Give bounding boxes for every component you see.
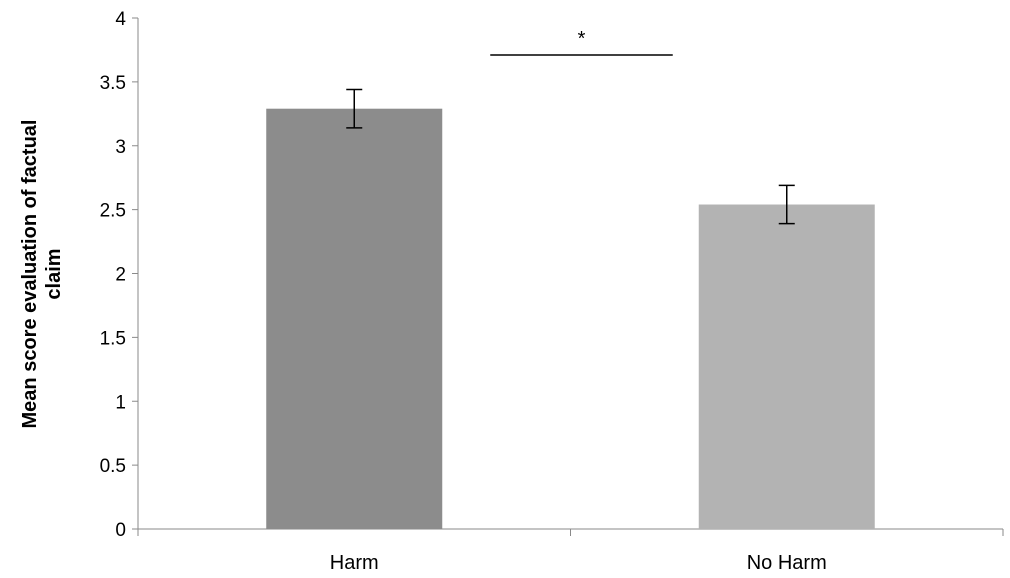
y-tick-label: 4 — [115, 9, 126, 30]
y-tick-label: 1 — [115, 392, 126, 413]
bar-harm — [266, 108, 443, 529]
error-bars — [346, 88, 795, 225]
y-axis-title-line-2: claim — [43, 248, 65, 299]
bar-no-harm — [698, 204, 875, 529]
significance-annotation: * — [490, 28, 673, 56]
significance-star: * — [578, 28, 586, 50]
y-tick-label: 2 — [115, 265, 126, 286]
x-tick-label: No Harm — [747, 552, 827, 574]
y-tick-label: 0 — [115, 520, 126, 541]
y-axis-title-line-1: Mean score evaluation of factual — [19, 120, 41, 429]
y-tick-label: 3 — [115, 137, 126, 158]
x-tick-label: Harm — [330, 552, 379, 574]
y-tick-label: 0.5 — [100, 456, 126, 477]
bars — [266, 108, 875, 529]
y-tick-label: 3.5 — [100, 73, 126, 94]
y-axis-title: Mean score evaluation of factual claim — [19, 120, 65, 429]
y-tick-label: 2.5 — [100, 201, 126, 222]
y-tick-label: 1.5 — [100, 328, 126, 349]
axes: 0 0.5 1 1.5 2 2.5 3 3.5 4 Harm No Harm — [100, 9, 1004, 574]
